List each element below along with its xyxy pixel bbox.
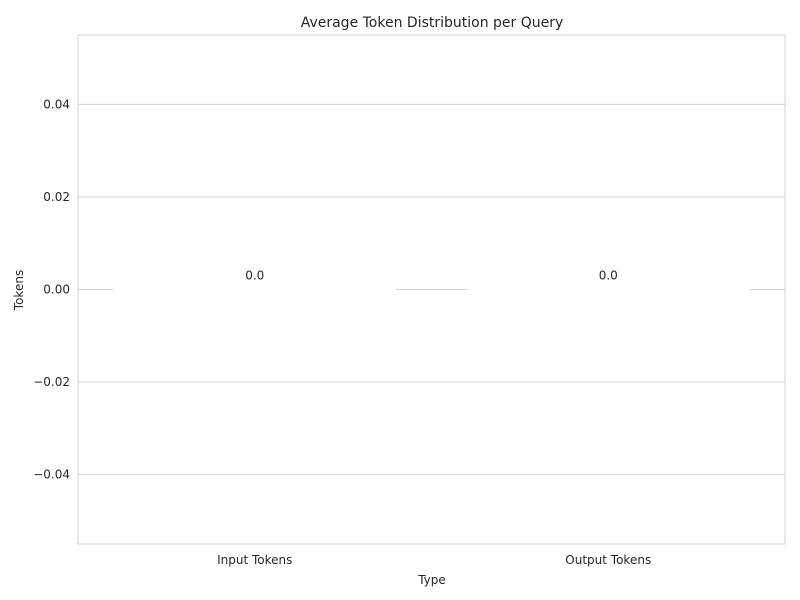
x-axis-label: Type: [417, 573, 446, 587]
y-tick-label: 0.00: [43, 283, 70, 297]
x-tick-label: Input Tokens: [217, 553, 292, 567]
y-tick-label: −0.04: [33, 468, 70, 482]
data-label: 0.0: [245, 269, 264, 283]
x-tick-labels: Input Tokens Output Tokens: [217, 553, 651, 567]
x-tick-label: Output Tokens: [565, 553, 651, 567]
plot-frame: [77, 34, 786, 545]
y-tick-label: 0.04: [43, 97, 70, 111]
y-tick-label: 0.02: [43, 190, 70, 204]
data-labels: 0.0 0.0: [245, 269, 618, 283]
chart-title: Average Token Distribution per Query: [301, 15, 564, 31]
y-tick-label: −0.02: [33, 375, 70, 389]
y-tick-labels: 0.04 0.02 0.00 −0.02 −0.04: [33, 97, 70, 481]
y-axis-label: Tokens: [12, 270, 26, 311]
data-label: 0.0: [599, 269, 618, 283]
